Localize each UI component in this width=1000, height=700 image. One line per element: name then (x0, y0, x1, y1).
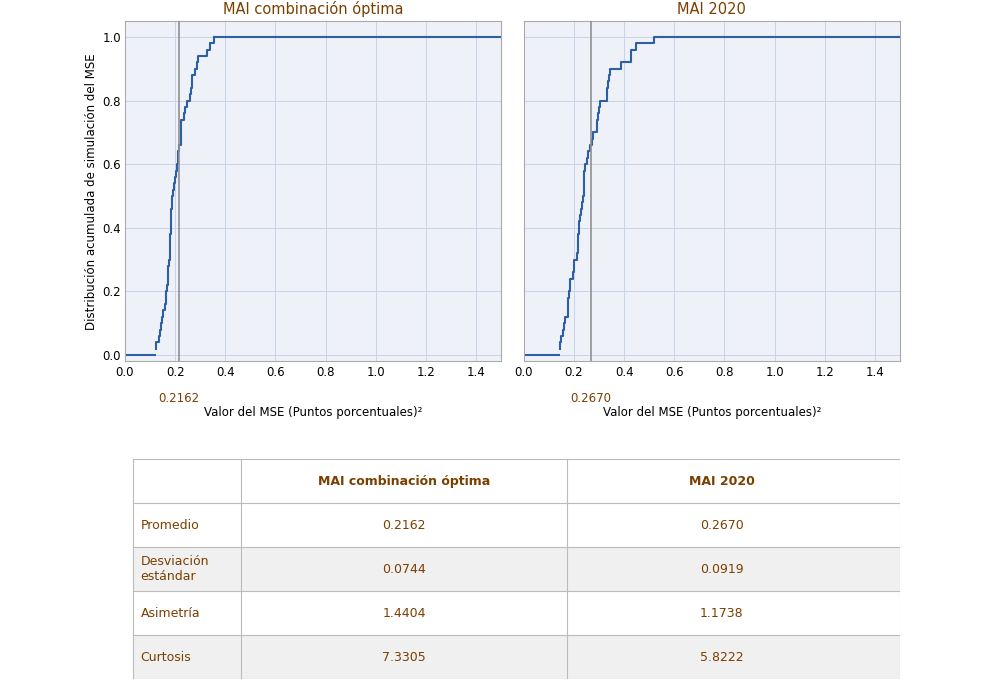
Title: MAI 2020: MAI 2020 (677, 2, 746, 17)
Text: MAI combinación óptima: MAI combinación óptima (318, 475, 490, 488)
Text: 0.2162: 0.2162 (159, 392, 200, 405)
Y-axis label: Distribución acumulada de simulación del MSE: Distribución acumulada de simulación del… (85, 53, 98, 330)
Text: 0.2670: 0.2670 (570, 392, 611, 405)
Text: 1.4404: 1.4404 (382, 607, 426, 620)
Text: Promedio: Promedio (140, 519, 199, 532)
X-axis label: Valor del MSE (Puntos porcentuales)²: Valor del MSE (Puntos porcentuales)² (603, 406, 821, 419)
Text: Desviación
estándar: Desviación estándar (140, 555, 209, 583)
Text: 0.0744: 0.0744 (382, 563, 426, 575)
Text: 5.8222: 5.8222 (700, 650, 744, 664)
Text: Asimetría: Asimetría (140, 607, 200, 620)
X-axis label: Valor del MSE (Puntos porcentuales)²: Valor del MSE (Puntos porcentuales)² (204, 406, 422, 419)
Text: 0.0919: 0.0919 (700, 563, 744, 575)
Title: MAI combinación óptima: MAI combinación óptima (223, 1, 403, 17)
Text: 0.2670: 0.2670 (700, 519, 744, 532)
Text: 1.1738: 1.1738 (700, 607, 744, 620)
Text: 0.2162: 0.2162 (382, 519, 426, 532)
Text: 7.3305: 7.3305 (382, 650, 426, 664)
Text: MAI 2020: MAI 2020 (689, 475, 755, 488)
Text: Curtosis: Curtosis (140, 650, 191, 664)
